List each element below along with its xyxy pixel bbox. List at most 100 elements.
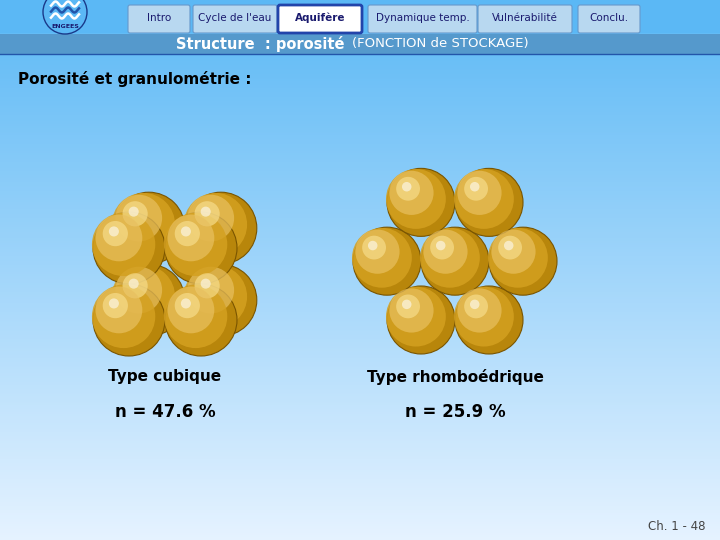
Bar xyxy=(0,193,720,194)
Bar xyxy=(0,66,720,69)
Bar xyxy=(0,528,720,529)
Circle shape xyxy=(491,230,536,274)
Bar xyxy=(0,509,720,511)
Bar xyxy=(0,299,720,301)
Bar xyxy=(0,355,720,356)
Bar xyxy=(0,231,720,232)
Bar xyxy=(0,351,720,353)
Bar xyxy=(0,501,720,502)
Bar xyxy=(0,373,720,374)
Bar xyxy=(0,139,720,140)
Bar xyxy=(0,0,720,2)
Circle shape xyxy=(352,228,412,288)
Bar xyxy=(0,52,720,54)
Bar xyxy=(0,459,720,461)
Bar xyxy=(0,32,720,34)
Circle shape xyxy=(386,287,446,347)
Bar xyxy=(0,216,720,218)
Circle shape xyxy=(168,214,215,261)
Bar xyxy=(0,448,720,450)
Circle shape xyxy=(362,235,386,260)
Bar xyxy=(0,488,720,490)
Bar xyxy=(0,285,720,286)
Bar xyxy=(0,374,720,376)
Bar xyxy=(0,290,720,292)
Bar xyxy=(0,428,720,430)
Bar xyxy=(0,353,720,355)
Bar xyxy=(0,295,720,297)
Bar xyxy=(0,336,720,339)
Bar xyxy=(0,151,720,153)
Bar xyxy=(0,383,720,385)
Circle shape xyxy=(93,212,165,284)
Bar xyxy=(0,261,720,263)
Circle shape xyxy=(498,235,522,260)
Bar xyxy=(0,180,720,182)
Bar xyxy=(0,342,720,344)
Circle shape xyxy=(109,299,119,308)
FancyBboxPatch shape xyxy=(278,5,362,33)
Circle shape xyxy=(454,287,514,347)
Bar xyxy=(0,437,720,439)
Bar xyxy=(0,306,720,308)
Bar xyxy=(0,69,720,70)
Bar xyxy=(0,5,720,7)
Circle shape xyxy=(112,193,175,256)
Bar xyxy=(0,470,720,471)
Text: Intro: Intro xyxy=(147,13,171,23)
Bar xyxy=(0,135,720,137)
Bar xyxy=(0,275,720,277)
Bar xyxy=(0,7,720,9)
Bar xyxy=(0,369,720,371)
Bar xyxy=(0,59,720,61)
FancyBboxPatch shape xyxy=(478,5,572,33)
Bar xyxy=(0,81,720,83)
Bar xyxy=(0,101,720,103)
Text: Cycle de l'eau: Cycle de l'eau xyxy=(198,13,271,23)
Bar xyxy=(0,504,720,506)
Bar xyxy=(0,70,720,72)
Bar xyxy=(0,363,720,366)
Bar xyxy=(0,282,720,285)
Bar xyxy=(0,205,720,207)
Bar xyxy=(0,525,720,528)
Circle shape xyxy=(396,177,420,201)
Bar xyxy=(0,405,720,407)
Bar xyxy=(0,436,720,437)
Bar xyxy=(0,191,720,193)
Bar xyxy=(0,74,720,76)
Bar xyxy=(0,241,720,243)
Circle shape xyxy=(430,235,454,260)
Bar xyxy=(0,468,720,470)
Bar xyxy=(0,169,720,171)
Circle shape xyxy=(421,227,489,295)
Bar xyxy=(0,324,720,326)
Bar xyxy=(0,23,720,25)
Circle shape xyxy=(390,288,433,333)
Circle shape xyxy=(464,294,488,318)
Bar xyxy=(0,484,720,486)
Circle shape xyxy=(386,169,446,229)
Bar xyxy=(0,389,720,390)
Circle shape xyxy=(175,221,200,246)
Bar xyxy=(0,455,720,457)
Bar xyxy=(0,387,720,389)
Bar xyxy=(0,117,720,119)
Bar xyxy=(0,155,720,157)
Bar xyxy=(0,252,720,254)
Bar xyxy=(0,196,720,198)
Bar xyxy=(0,92,720,93)
Bar xyxy=(0,447,720,448)
Bar xyxy=(0,425,720,427)
Bar xyxy=(0,16,720,18)
Bar xyxy=(0,106,720,108)
Bar xyxy=(0,407,720,409)
Bar xyxy=(0,393,720,394)
Text: Ch. 1 - 48: Ch. 1 - 48 xyxy=(647,521,705,534)
Bar xyxy=(0,15,720,16)
Circle shape xyxy=(457,288,502,333)
Circle shape xyxy=(129,279,139,289)
Bar xyxy=(0,221,720,223)
Bar xyxy=(0,531,720,533)
Bar xyxy=(0,533,720,535)
